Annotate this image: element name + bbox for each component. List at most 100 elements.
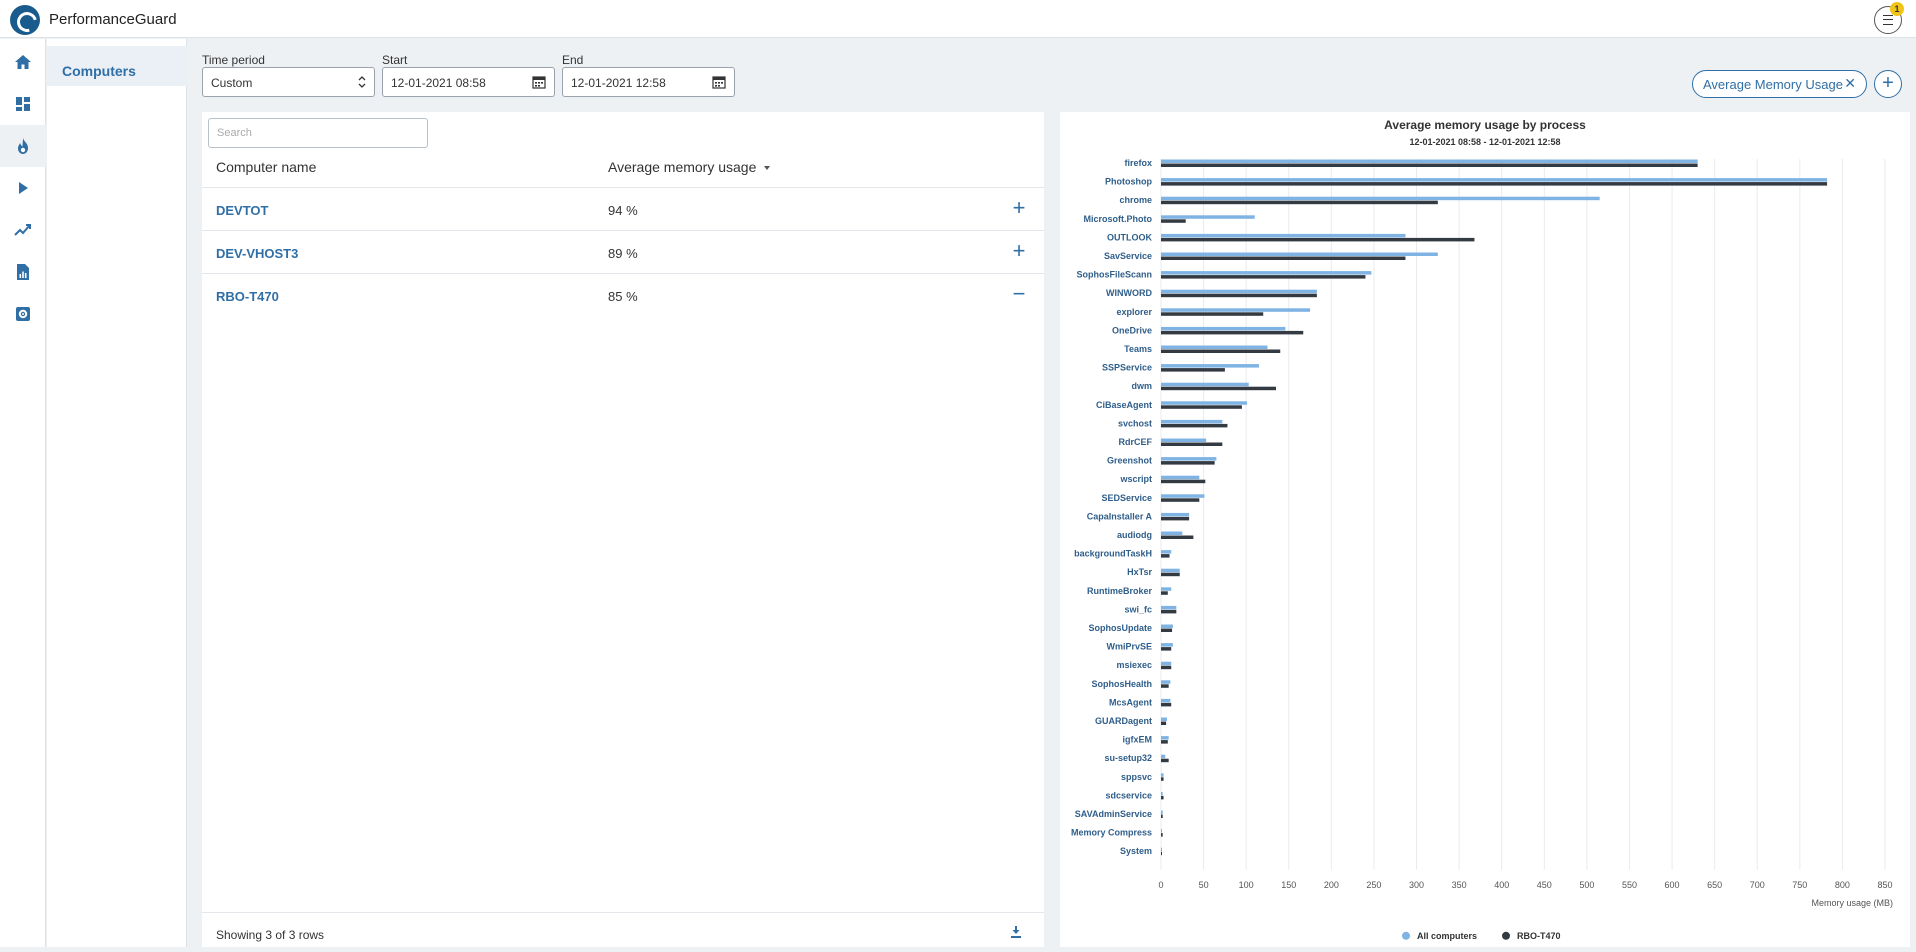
rail-settings[interactable] (0, 293, 46, 335)
bar-all-computers (1161, 680, 1171, 684)
computer-name-link[interactable]: DEV-VHOST3 (216, 246, 299, 261)
bar-all-computers (1161, 159, 1698, 163)
bar-all-computers (1161, 345, 1268, 349)
category-label: SAVAdminService (1075, 809, 1152, 819)
remove-metric-icon[interactable]: ✕ (1844, 75, 1856, 91)
bar-all-computers (1161, 271, 1372, 275)
table-row[interactable]: DEVTOT 94 % + (202, 187, 1044, 230)
bar-all-computers (1161, 829, 1162, 833)
category-label: System (1120, 846, 1152, 856)
rail-home[interactable] (0, 41, 46, 83)
metric-chip[interactable]: Average Memory Usage ✕ (1692, 70, 1867, 98)
trend-icon (14, 224, 31, 236)
category-label: msiexec (1116, 660, 1152, 670)
bar-all-computers (1161, 419, 1223, 424)
category-label: Teams (1124, 344, 1152, 354)
table-row[interactable]: DEV-VHOST3 89 % + (202, 230, 1044, 273)
category-label: McsAgent (1109, 697, 1152, 707)
x-axis-label: Memory usage (MB) (1811, 898, 1893, 908)
category-label: SEDService (1101, 493, 1152, 503)
add-metric-button[interactable]: + (1874, 70, 1902, 98)
bar-all-computers (1161, 717, 1167, 721)
category-label: backgroundTaskH (1074, 549, 1152, 559)
bar-selected-computer (1161, 182, 1828, 186)
bar-selected-computer (1161, 256, 1406, 260)
bar-selected-computer (1161, 628, 1173, 632)
settings-icon (16, 307, 30, 321)
x-tick-label: 600 (1665, 880, 1680, 890)
download-icon[interactable] (1010, 925, 1022, 943)
column-header-avg-memory[interactable]: Average memory usage (608, 159, 771, 175)
category-label: wscript (1119, 474, 1152, 484)
computer-name-link[interactable]: RBO-T470 (216, 289, 279, 304)
bar-selected-computer (1161, 200, 1438, 205)
bar-all-computers (1161, 215, 1255, 219)
bar-all-computers (1161, 326, 1286, 331)
bar-selected-computer (1161, 777, 1164, 781)
bar-selected-computer (1161, 814, 1163, 818)
bar-all-computers (1161, 624, 1173, 628)
x-tick-label: 400 (1494, 880, 1509, 890)
bar-all-computers (1161, 457, 1217, 461)
chart-title: Average memory usage by process (1384, 118, 1586, 132)
x-tick-label: 650 (1707, 880, 1722, 890)
bar-selected-computer (1161, 572, 1180, 577)
category-label: SSPService (1102, 363, 1152, 373)
notification-badge: 1 (1890, 2, 1904, 16)
collapse-minus-icon[interactable]: − (1012, 281, 1026, 306)
expand-plus-icon[interactable]: + (1012, 238, 1026, 263)
metric-chip-label: Average Memory Usage (1703, 77, 1843, 92)
subnav-item-computers[interactable]: Computers (47, 46, 187, 86)
rail-trends[interactable] (0, 209, 46, 251)
category-label: sdcservice (1105, 790, 1152, 800)
expand-plus-icon[interactable]: + (1012, 195, 1026, 220)
computer-name-link[interactable]: DEVTOT (216, 203, 269, 218)
x-tick-label: 250 (1366, 880, 1381, 890)
table-row[interactable]: RBO-T470 85 % − (202, 273, 1044, 316)
memory-usage-value: 94 % (608, 203, 638, 218)
computers-table-panel: Computer name Average memory usage DEVTO… (202, 112, 1044, 947)
chart-subtitle: 12-01-2021 08:58 - 12-01-2021 12:58 (1409, 137, 1560, 147)
calendar-icon (712, 75, 726, 92)
category-label: audiodg (1117, 530, 1152, 540)
category-label: dwm (1131, 381, 1152, 391)
category-label: SavService (1104, 251, 1152, 261)
bar-selected-computer (1161, 758, 1169, 763)
start-datetime-input[interactable]: 12-01-2021 08:58 (382, 67, 555, 97)
bar-all-computers (1161, 791, 1163, 796)
rail-dashboard[interactable] (0, 83, 46, 125)
time-period-select[interactable]: Custom (202, 67, 375, 97)
bar-selected-computer (1161, 219, 1186, 223)
time-period-value: Custom (211, 76, 253, 90)
search-input[interactable] (208, 118, 428, 148)
bar-selected-computer (1161, 554, 1170, 558)
row-count-info: Showing 3 of 3 rows (216, 928, 325, 942)
calendar-icon (532, 75, 546, 92)
x-tick-label: 450 (1537, 880, 1552, 890)
sub-navigation: Computers (47, 39, 187, 947)
rail-performance[interactable] (0, 125, 46, 167)
flame-icon (18, 138, 28, 154)
bar-all-computers (1161, 401, 1248, 405)
time-period-label: Time period (202, 53, 265, 67)
end-label: End (562, 53, 584, 67)
home-icon (15, 55, 31, 69)
bar-selected-computer (1161, 665, 1172, 670)
bar-selected-computer (1161, 349, 1281, 353)
start-label: Start (382, 53, 408, 67)
end-datetime-input[interactable]: 12-01-2021 12:58 (562, 67, 735, 97)
x-tick-label: 550 (1622, 880, 1637, 890)
x-tick-label: 200 (1324, 880, 1339, 890)
category-label: SophosUpdate (1088, 623, 1152, 633)
play-icon (19, 182, 28, 194)
bar-selected-computer (1161, 237, 1475, 242)
rail-play[interactable] (0, 167, 46, 209)
hamburger-icon (1883, 15, 1893, 25)
column-header-computer-name[interactable]: Computer name (216, 159, 317, 175)
rail-reports[interactable] (0, 251, 46, 293)
category-label: WINWORD (1106, 288, 1152, 298)
bar-selected-computer (1161, 516, 1190, 521)
category-label: Microsoft.Photo (1084, 214, 1153, 224)
bar-all-computers (1161, 661, 1172, 666)
category-label: firefox (1124, 158, 1152, 168)
